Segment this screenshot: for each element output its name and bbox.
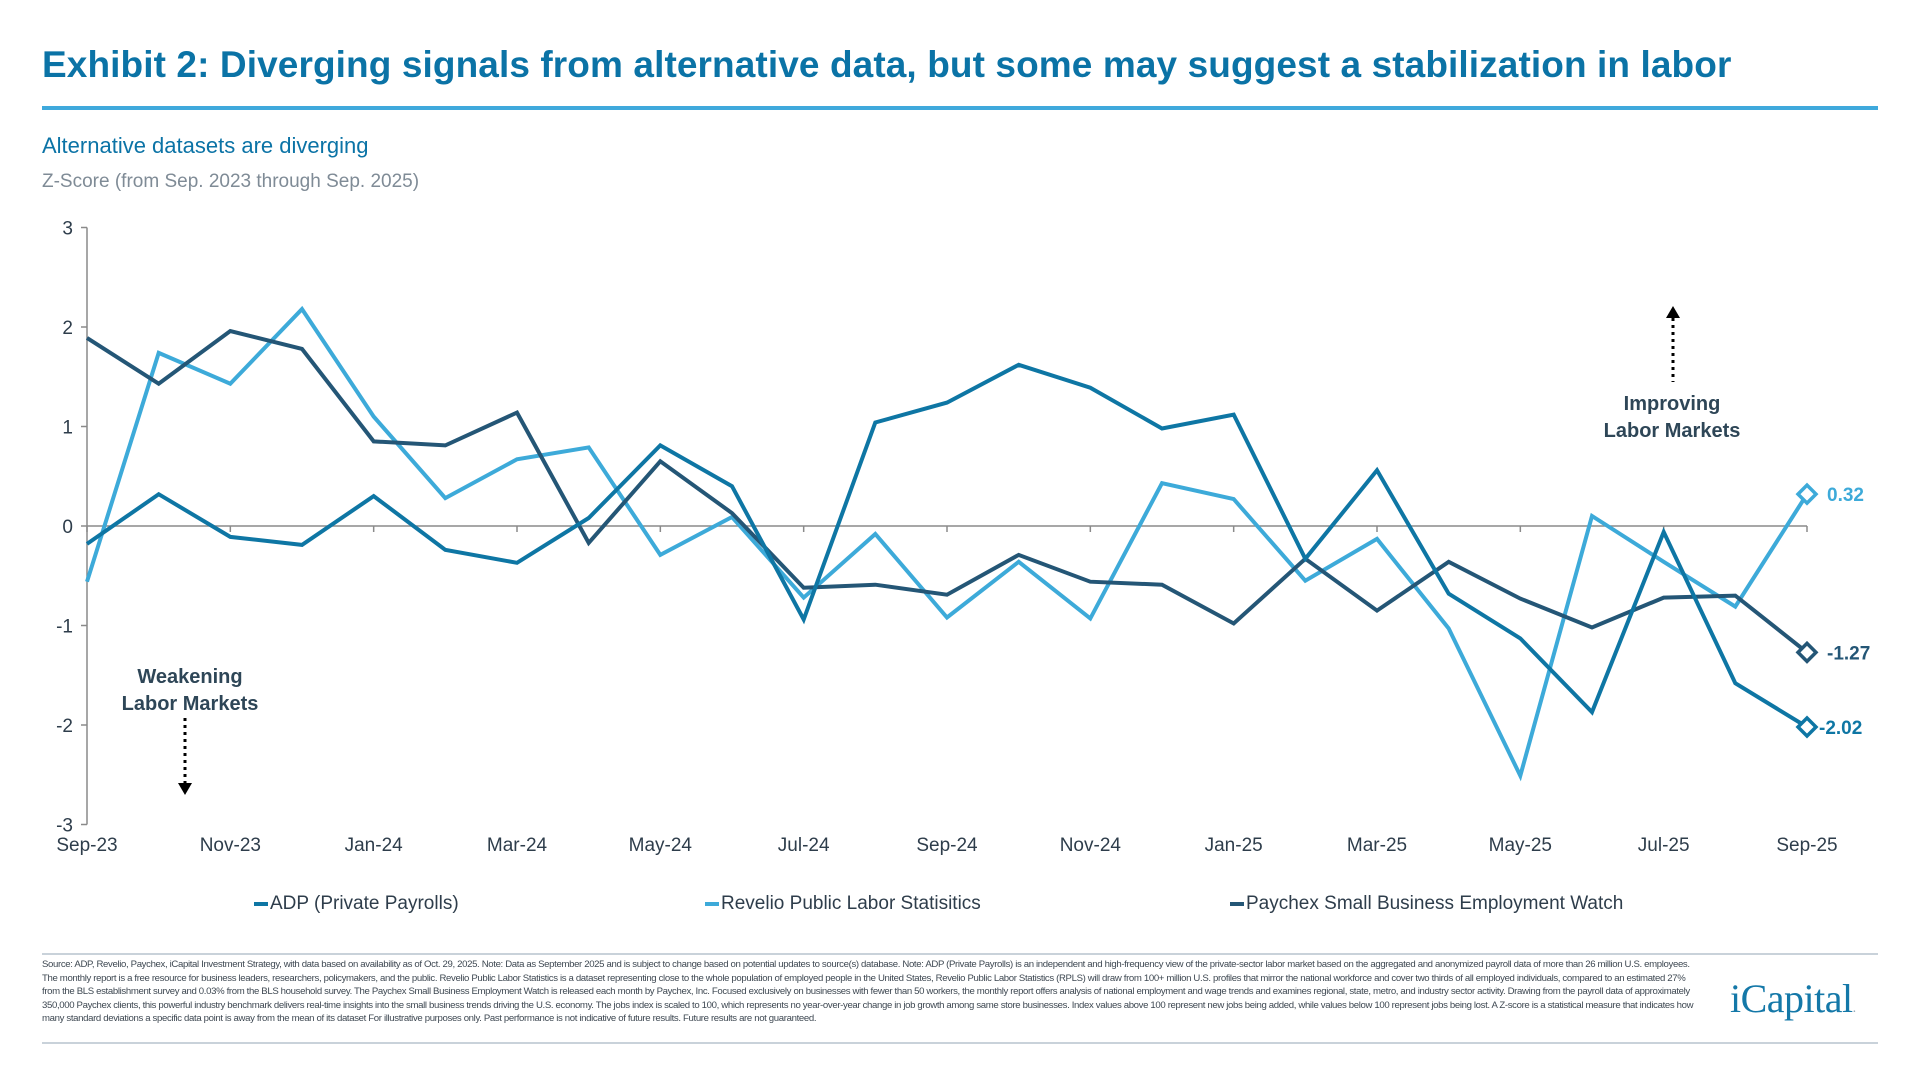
improving-label-line2: Labor Markets (1604, 420, 1741, 442)
title-divider (42, 106, 1878, 110)
end-value-label: -2.02 (1819, 718, 1862, 739)
x-tick-label: Jan-25 (1205, 835, 1263, 856)
legend-label: ADP (Private Payrolls) (270, 893, 459, 914)
weakening-label-line1: Weakening (137, 666, 242, 688)
y-tick-label: 3 (62, 219, 73, 240)
diamond-marker-icon (1795, 715, 1819, 739)
x-tick-label: Jul-25 (1638, 835, 1690, 856)
legend-item-adp[interactable]: ADP (Private Payrolls) (254, 890, 459, 918)
series-line (85, 362, 1809, 729)
x-tick-label: Jan-24 (345, 835, 404, 856)
x-tick-label: Sep-23 (56, 835, 117, 856)
logo-text: iCapital (1730, 976, 1853, 1021)
source-footnote: Source: ADP, Revelio, Paychex, iCapital … (42, 959, 1694, 1025)
x-tick-label: Jul-24 (778, 835, 830, 856)
legend-swatch-adp (254, 902, 268, 906)
chart-subtitle: Alternative datasets are diverging (42, 133, 369, 158)
x-tick-label: Mar-25 (1347, 835, 1407, 856)
y-tick-label: 2 (62, 318, 73, 339)
x-tick-label: Mar-24 (487, 835, 548, 856)
x-tick-label: Sep-25 (1776, 835, 1837, 856)
legend-label: Paychex Small Business Employment Watch (1246, 893, 1624, 914)
y-tick-label: -3 (56, 816, 73, 837)
legend-label: Revelio Public Labor Statisitics (721, 893, 981, 914)
unit-note: Z-Score (from Sep. 2023 through Sep. 202… (42, 171, 420, 192)
y-tick-label: -2 (56, 716, 73, 737)
annotation-improving: Improving Labor Markets (1604, 306, 1741, 442)
x-tick-label: Sep-24 (916, 835, 978, 856)
page-title: Exhibit 2: Diverging signals from altern… (42, 44, 1732, 85)
legend-swatch-paychex (1230, 902, 1244, 906)
footer-divider-bottom (42, 1042, 1878, 1044)
x-tick-label: May-24 (629, 835, 693, 856)
improving-label-line1: Improving (1624, 393, 1721, 415)
series-line (85, 305, 1809, 782)
y-tick-label: 0 (62, 517, 73, 538)
annotation-weakening: Weakening Labor Markets (122, 666, 259, 795)
diamond-marker-icon (1795, 640, 1819, 664)
diamond-marker-icon (1795, 482, 1819, 506)
arrow-up-icon (1666, 306, 1680, 318)
chart-legend: ADP (Private Payrolls) Revelio Public La… (0, 890, 1920, 918)
legend-item-revelio[interactable]: Revelio Public Labor Statisitics (705, 890, 981, 918)
weakening-label-line2: Labor Markets (122, 693, 259, 715)
icapital-logo: iCapital. (1730, 975, 1856, 1022)
chart-series (85, 305, 1809, 782)
legend-swatch-revelio (705, 902, 719, 906)
x-tick-label: May-25 (1489, 835, 1552, 856)
x-tick-label: Nov-23 (200, 835, 261, 856)
arrow-down-icon (178, 783, 192, 795)
logo-dot: . (1852, 1001, 1857, 1016)
end-markers: -2.02 0.32 -1.27 (1795, 482, 1870, 739)
end-value-label: -1.27 (1827, 643, 1870, 664)
y-tick-label: 1 (62, 418, 73, 439)
y-tick-label: -1 (56, 617, 73, 638)
x-tick-label: Nov-24 (1060, 835, 1122, 856)
end-value-label: 0.32 (1827, 485, 1864, 506)
legend-item-paychex[interactable]: Paychex Small Business Employment Watch (1230, 890, 1623, 918)
footer-divider-top (42, 953, 1878, 955)
series-line (85, 328, 1809, 654)
